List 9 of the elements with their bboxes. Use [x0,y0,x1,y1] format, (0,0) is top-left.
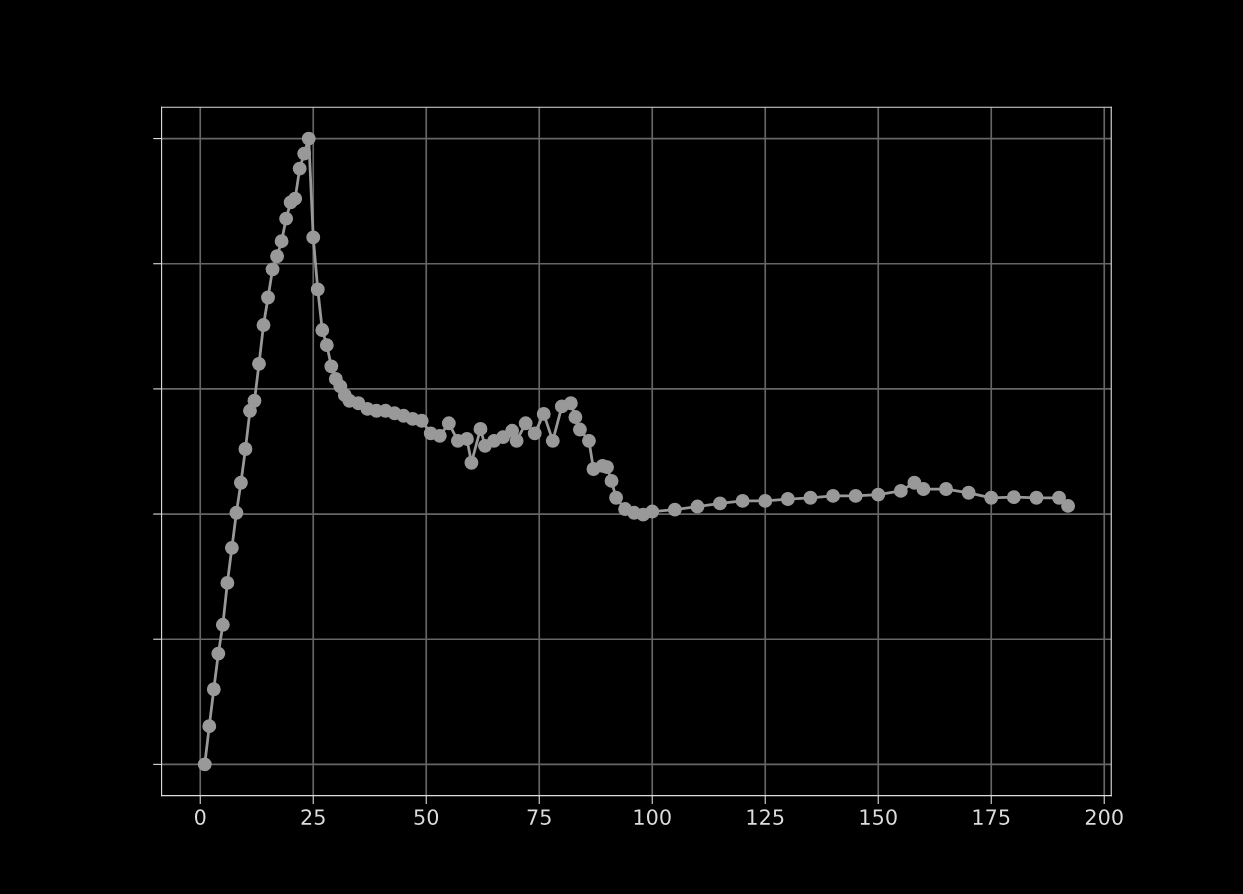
x-tick-label: 25 [301,809,325,825]
x-tick-label: 125 [747,809,784,825]
x-tick-label: 175 [973,809,1010,825]
x-tick-label: 75 [527,809,551,825]
x-tick-label: 0 [194,809,206,825]
x-tick-label: 100 [634,809,671,825]
x-tick-label: 150 [860,809,897,825]
x-tick-label: 50 [414,809,439,825]
x-tick-label: 200 [1085,809,1123,825]
